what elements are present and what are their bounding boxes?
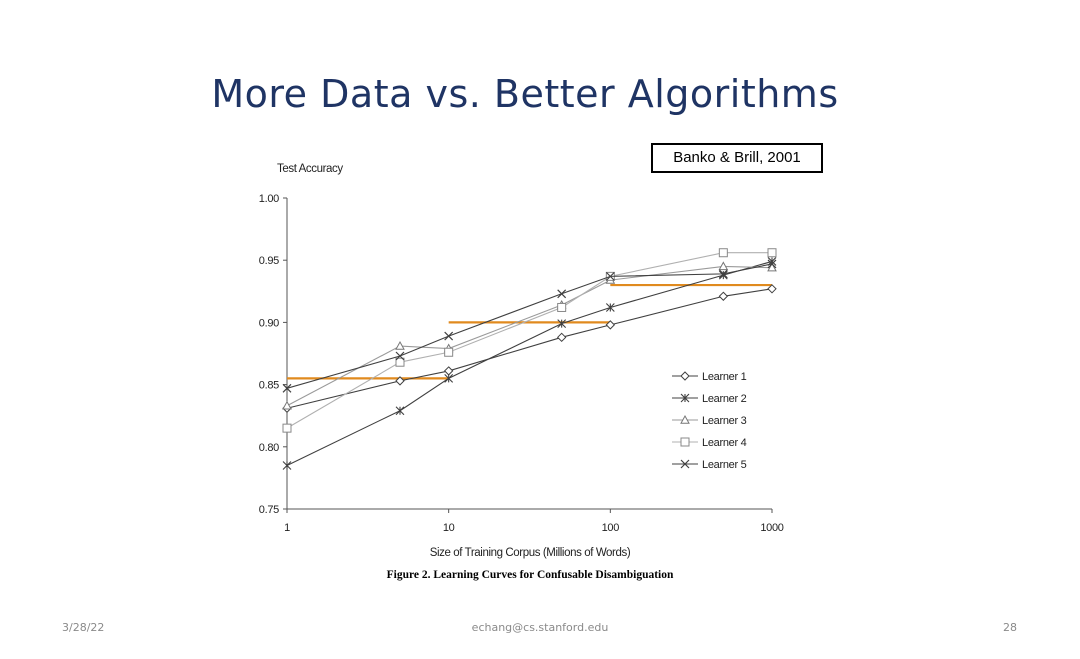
legend-label: Learner 2 [702,393,747,405]
y-tick-label: 0.95 [259,255,279,267]
legend-label: Learner 5 [702,459,747,471]
data-point [395,406,405,416]
data-point [282,383,292,393]
y-axis-title: Test Accuracy [277,163,343,175]
legend-marker [680,414,690,424]
series-1 [282,284,777,413]
chart-legend: Learner 1 Learner 2 Learner 3 Learner 4 Lear… [672,371,747,471]
x-tick-label: 10 [443,522,455,534]
legend-item: Learner 3 [672,414,747,427]
footer-page-number: 28 [1003,621,1017,634]
data-point [767,248,777,258]
legend-item: Learner 2 [672,393,747,405]
x-tick-label: 1 [284,522,290,534]
data-point [282,423,292,433]
data-point [718,261,729,271]
data-point [444,347,454,357]
legend-marker [680,437,690,447]
legend-item: Learner 4 [672,437,747,449]
data-point [557,319,567,329]
x-tick-label: 100 [602,522,620,534]
citation-box: Banko & Brill, 2001 [651,143,823,173]
data-point [767,262,777,272]
data-point [605,320,616,330]
figure-caption: Figure 2. Learning Curves for Confusable… [386,569,674,581]
data-point [767,284,777,294]
data-point [395,351,405,361]
data-point [605,303,615,312]
chart-axes: 0.75 0.80 0.85 0.90 0.95 1.00 1 10 100 1000 [259,193,784,534]
legend-label: Learner 4 [702,437,747,449]
data-point [444,373,454,383]
data-point [443,366,454,376]
series-5 [282,259,777,393]
data-point [718,270,728,280]
legend-item: Learner 1 [672,371,747,383]
legend-label: Learner 3 [702,415,747,427]
data-point [395,341,405,350]
reference-lines [287,283,772,380]
y-tick-label: 0.80 [259,442,279,454]
footer-email: echang@cs.stanford.edu [471,621,609,634]
legend-label: Learner 1 [702,371,747,383]
x-tick-label: 1000 [760,522,783,534]
data-point [282,461,292,470]
data-point [605,271,615,281]
legend-marker [680,459,690,469]
data-point [557,302,567,312]
data-point [718,269,728,279]
data-point [557,289,567,299]
series-line [286,265,773,407]
legend-item: Learner 5 [672,459,747,471]
series-2 [282,257,777,470]
y-tick-label: 0.90 [259,317,279,329]
series-line [286,260,773,466]
footer-date: 3/28/22 [62,621,105,634]
data-point [444,331,454,341]
data-point [395,357,405,367]
data-point [718,291,729,301]
legend-marker [680,393,690,403]
data-point [556,332,567,343]
y-tick-label: 0.85 [259,380,279,392]
y-tick-label: 1.00 [259,193,279,205]
series-4 [282,248,777,433]
slide-title: More Data vs. Better Algorithms [211,72,839,116]
series-line [286,252,772,429]
x-axis-title: Size of Training Corpus (Millions of Wor… [430,547,631,559]
data-point [282,400,292,410]
series-line [286,288,773,409]
y-tick-label: 0.75 [259,504,279,516]
data-point [767,259,777,269]
data-point [395,376,405,386]
series-lines [282,248,777,470]
data-point [718,248,728,258]
legend-marker [680,371,690,381]
